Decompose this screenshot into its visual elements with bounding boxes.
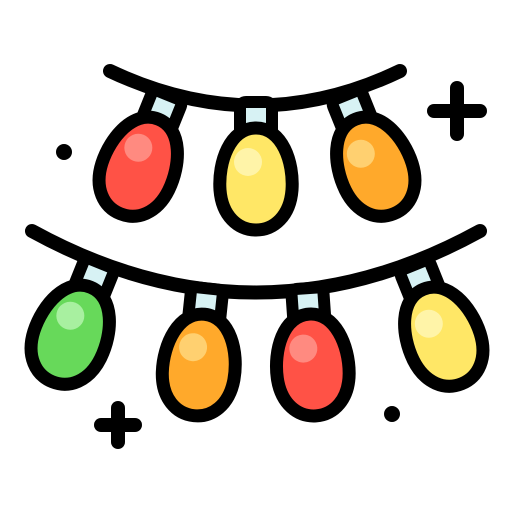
bulb-highlight [234,148,262,176]
red-bulb-icon [92,84,188,223]
bulb-glass [155,307,242,423]
bulb-highlight [346,139,375,168]
bulb-glass [24,278,116,391]
green-bulb-icon [24,252,120,391]
yellow-bulb-icon [213,96,299,237]
orange-bulb-icon [326,84,422,223]
bulb-highlight [414,309,443,338]
plus-sparkle-icon [427,81,487,141]
bulbs-layer [24,84,490,423]
plus-sparkle-icon [94,401,142,449]
bulb-highlight [56,301,85,330]
bulb-highlight [179,333,208,362]
red-bulb-icon [270,281,356,423]
bulb-glass [213,121,299,237]
bulb-highlight [289,334,318,363]
dot-sparkle-icon [56,144,72,160]
yellow-bulb-icon [394,254,490,393]
dot-sparkle-icon [384,406,400,422]
orange-bulb-icon [155,281,242,423]
bulb-glass [92,110,184,223]
bulb-highlight [124,133,153,162]
bulb-glass [270,307,356,423]
